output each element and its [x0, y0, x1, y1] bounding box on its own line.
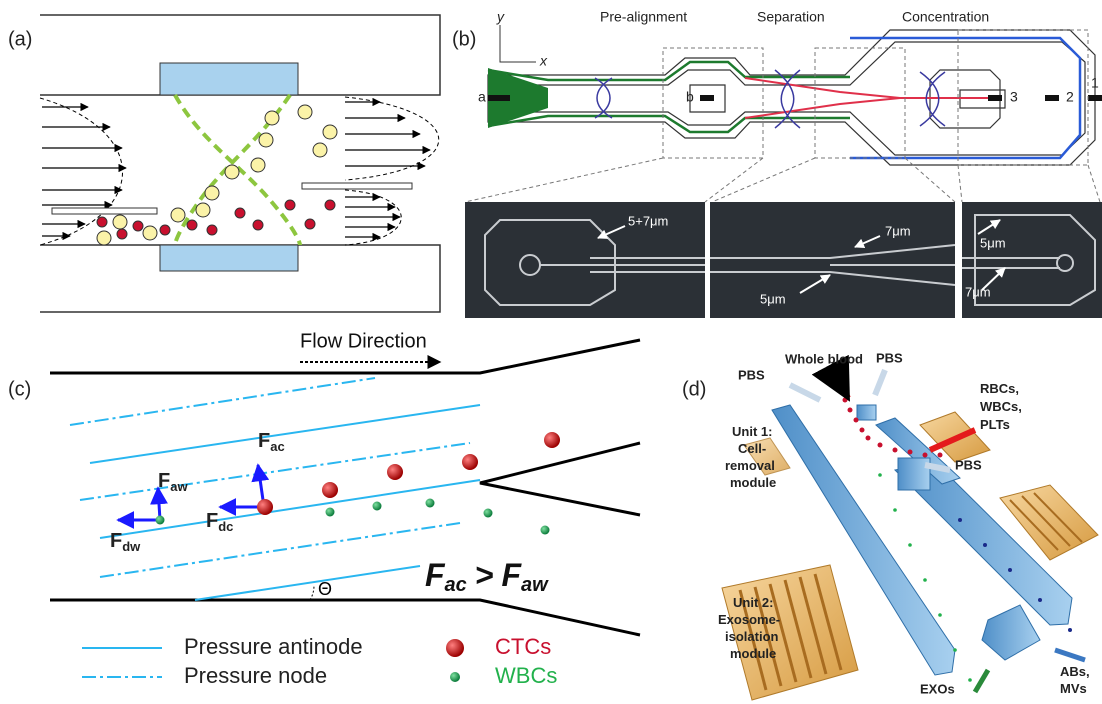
- legend-label: CTCs: [495, 634, 551, 659]
- angle-arc: [310, 585, 314, 600]
- angle-label: Θ: [318, 579, 332, 599]
- panel-label: (b): [452, 28, 476, 50]
- panel-a: (a): [8, 15, 440, 312]
- electrode: [160, 245, 298, 271]
- profile: [345, 97, 439, 245]
- panel-d: (d) Whole blood PBS PBS PBS RBCs,WBCs,PL…: [682, 350, 1098, 700]
- waste: RBCs,WBCs,PLTs: [980, 381, 1022, 432]
- arrow-abs: [1055, 650, 1085, 660]
- outlet-label: 2: [1066, 89, 1074, 105]
- panel-b: (b) y x Pre-alignment Separation Concent…: [452, 9, 1102, 318]
- pbs: PBS: [738, 367, 765, 382]
- micrograph: [710, 202, 955, 318]
- outlet-label: b: [686, 89, 694, 105]
- panel-label: (a): [8, 28, 32, 50]
- legend-swatch: [450, 672, 460, 682]
- svg-text:Faw: Faw: [158, 470, 188, 494]
- photo-label: 5+7μm: [628, 213, 668, 228]
- particles-small: [97, 200, 335, 239]
- figure: (a) (b) y x Pre-alignment Separation Con…: [0, 0, 1102, 704]
- whole-blood: Whole blood: [785, 351, 863, 366]
- panel-label: (c): [8, 378, 31, 400]
- arrow-in: [832, 368, 848, 398]
- stage-label: Separation: [757, 9, 825, 25]
- photo-label: 5μm: [980, 235, 1006, 250]
- flow-label: Flow Direction: [300, 330, 427, 352]
- photo-label: 5μm: [760, 291, 786, 306]
- axis-label: x: [539, 53, 548, 69]
- plate: [52, 208, 157, 214]
- outlet-label: 3: [1010, 89, 1018, 105]
- channel-outline: [488, 30, 1095, 165]
- photo-label: 7μm: [885, 223, 911, 238]
- legend-label: Pressure node: [184, 663, 327, 688]
- axis: [500, 25, 536, 62]
- arrow-exos: [975, 670, 988, 692]
- pbs: PBS: [876, 350, 903, 365]
- outlet-label: 1: [1091, 75, 1099, 91]
- force-arrow: [118, 465, 264, 520]
- channel-wall: [50, 340, 640, 635]
- profile: [40, 98, 123, 245]
- legend-swatch: [446, 639, 464, 657]
- legend-label: WBCs: [495, 663, 557, 688]
- antinode-line: [90, 405, 480, 600]
- plate: [302, 183, 412, 189]
- outlet-label: a: [478, 89, 486, 105]
- channel: [745, 78, 1000, 118]
- electrode: [160, 63, 298, 95]
- svg-text:Fdc: Fdc: [206, 510, 233, 534]
- exos-label: EXOs: [920, 681, 955, 696]
- stage-label: Concentration: [902, 9, 989, 25]
- photo-label: 7μm: [965, 284, 991, 299]
- panel-c: (c) Flow Direction Θ Fac Faw Fdw Fdc Fac…: [8, 330, 640, 688]
- inequality: Fac>Faw: [425, 557, 549, 596]
- pbs: PBS: [955, 457, 982, 472]
- stage-label: Pre-alignment: [600, 9, 687, 25]
- panel-label: (d): [682, 378, 706, 400]
- abs-label: ABs,MVs: [1060, 664, 1090, 696]
- micrograph: [962, 202, 1102, 318]
- legend-label: Pressure antinode: [184, 634, 363, 659]
- axis-label: y: [496, 9, 505, 25]
